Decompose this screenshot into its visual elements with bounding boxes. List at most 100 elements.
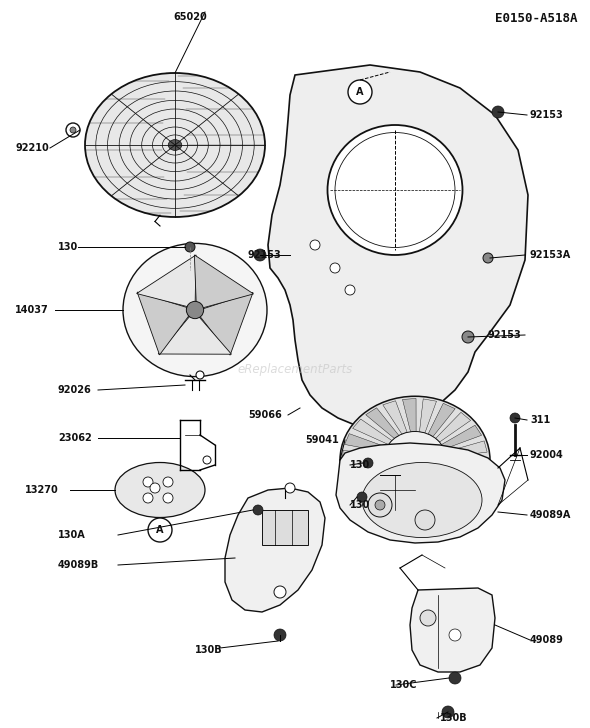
Text: A: A: [156, 525, 164, 535]
Circle shape: [203, 456, 211, 464]
Polygon shape: [443, 468, 486, 486]
Circle shape: [254, 249, 266, 261]
Circle shape: [163, 493, 173, 503]
Circle shape: [66, 123, 80, 137]
Polygon shape: [345, 434, 387, 452]
Polygon shape: [438, 475, 477, 501]
Circle shape: [345, 285, 355, 295]
Circle shape: [148, 518, 172, 542]
Ellipse shape: [168, 140, 182, 151]
Polygon shape: [394, 487, 411, 521]
Polygon shape: [446, 458, 488, 470]
Polygon shape: [262, 510, 308, 545]
Text: E0150-A518A: E0150-A518A: [496, 12, 578, 25]
Polygon shape: [419, 399, 437, 433]
Circle shape: [420, 610, 436, 626]
Circle shape: [442, 706, 454, 718]
Text: 92210: 92210: [15, 143, 49, 153]
Circle shape: [368, 493, 392, 517]
Text: 59066: 59066: [248, 410, 282, 420]
Polygon shape: [268, 65, 528, 425]
Polygon shape: [431, 481, 464, 513]
Polygon shape: [402, 398, 416, 432]
Circle shape: [348, 80, 372, 104]
Circle shape: [186, 301, 204, 319]
Ellipse shape: [404, 450, 426, 470]
Polygon shape: [353, 419, 392, 445]
Polygon shape: [375, 483, 402, 517]
Text: 130A: 130A: [58, 530, 86, 540]
Polygon shape: [414, 488, 428, 521]
Circle shape: [449, 672, 461, 684]
Text: 92153: 92153: [530, 110, 564, 120]
Polygon shape: [445, 441, 487, 457]
Circle shape: [415, 510, 435, 530]
Circle shape: [449, 629, 461, 641]
Polygon shape: [349, 471, 388, 495]
Circle shape: [274, 629, 286, 641]
Text: 59041: 59041: [305, 435, 339, 445]
Circle shape: [483, 253, 493, 263]
Polygon shape: [194, 255, 254, 308]
Polygon shape: [366, 408, 399, 438]
Text: 13270: 13270: [25, 485, 59, 495]
Circle shape: [143, 477, 153, 487]
Ellipse shape: [115, 462, 205, 518]
Text: 92153A: 92153A: [530, 250, 571, 260]
Polygon shape: [342, 451, 384, 462]
Polygon shape: [343, 463, 385, 479]
Ellipse shape: [384, 432, 447, 488]
Text: 92153: 92153: [248, 250, 282, 260]
Text: 130B: 130B: [440, 713, 468, 723]
Text: 311: 311: [530, 415, 550, 425]
Polygon shape: [225, 488, 325, 612]
Ellipse shape: [340, 396, 490, 523]
Polygon shape: [428, 403, 455, 437]
Polygon shape: [200, 293, 253, 355]
Text: 130: 130: [350, 500, 371, 510]
Circle shape: [462, 331, 474, 343]
Polygon shape: [158, 316, 231, 355]
Circle shape: [143, 493, 153, 503]
Polygon shape: [441, 425, 481, 449]
Text: 130: 130: [350, 460, 371, 470]
Polygon shape: [435, 412, 471, 442]
Circle shape: [185, 242, 195, 252]
Text: 92004: 92004: [530, 450, 564, 460]
Circle shape: [253, 505, 263, 515]
Polygon shape: [423, 486, 447, 519]
Text: 130C: 130C: [390, 680, 418, 690]
Polygon shape: [137, 255, 196, 306]
Circle shape: [310, 240, 320, 250]
Polygon shape: [137, 292, 189, 355]
Circle shape: [196, 371, 204, 379]
Text: 92153: 92153: [488, 330, 522, 340]
Polygon shape: [383, 400, 407, 434]
Ellipse shape: [362, 462, 482, 537]
Circle shape: [510, 413, 520, 423]
Circle shape: [363, 458, 373, 468]
Text: 92026: 92026: [58, 385, 92, 395]
Circle shape: [330, 263, 340, 273]
Polygon shape: [359, 478, 394, 507]
Circle shape: [357, 492, 367, 502]
Circle shape: [285, 483, 295, 493]
Ellipse shape: [85, 73, 265, 217]
Text: 14037: 14037: [15, 305, 49, 315]
Text: 65020: 65020: [173, 12, 207, 22]
Text: 130B: 130B: [195, 645, 222, 655]
Circle shape: [163, 477, 173, 487]
Text: 49089: 49089: [530, 635, 564, 645]
Text: 23062: 23062: [58, 433, 92, 443]
Ellipse shape: [123, 243, 267, 376]
Circle shape: [70, 127, 76, 133]
Text: 49089A: 49089A: [530, 510, 571, 520]
Polygon shape: [410, 588, 495, 672]
Text: 130: 130: [58, 242, 78, 252]
Circle shape: [492, 106, 504, 118]
Circle shape: [375, 500, 385, 510]
Text: A: A: [356, 87, 364, 97]
Text: 49089B: 49089B: [58, 560, 99, 570]
Text: eReplacementParts: eReplacementParts: [237, 363, 353, 376]
Circle shape: [274, 586, 286, 598]
